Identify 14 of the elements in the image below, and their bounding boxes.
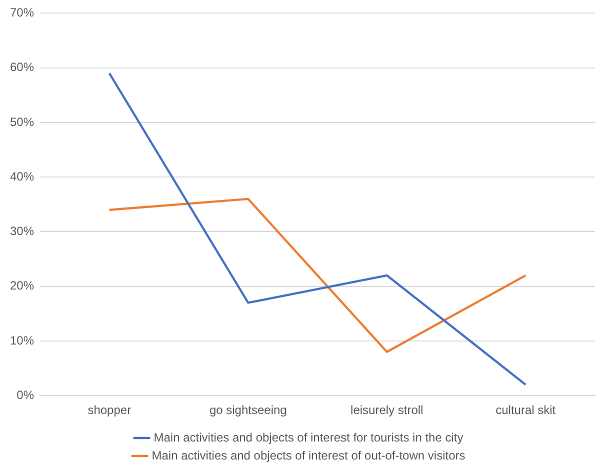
- y-tick-label: 30%: [10, 224, 34, 238]
- x-tick-label: cultural skit: [496, 403, 556, 418]
- y-tick-label: 0%: [16, 388, 34, 402]
- y-tick-label: 40%: [10, 169, 34, 184]
- x-tick-label: leisurely stroll: [350, 403, 424, 418]
- y-tick-label: 50%: [10, 114, 34, 129]
- y-tick-label: 20%: [10, 278, 34, 293]
- legend-label: Main activities and objects of interest of out-of-town visitors: [152, 448, 466, 462]
- y-tick-label: 10%: [10, 333, 34, 348]
- x-tick-label: go sightseeing: [209, 403, 287, 418]
- y-tick-label: 70%: [10, 6, 34, 20]
- y-tick-label: 60%: [10, 60, 34, 74]
- x-tick-label: shopper: [88, 403, 132, 418]
- legend-label: Main activities and objects of interest for tourists in the city: [154, 430, 464, 444]
